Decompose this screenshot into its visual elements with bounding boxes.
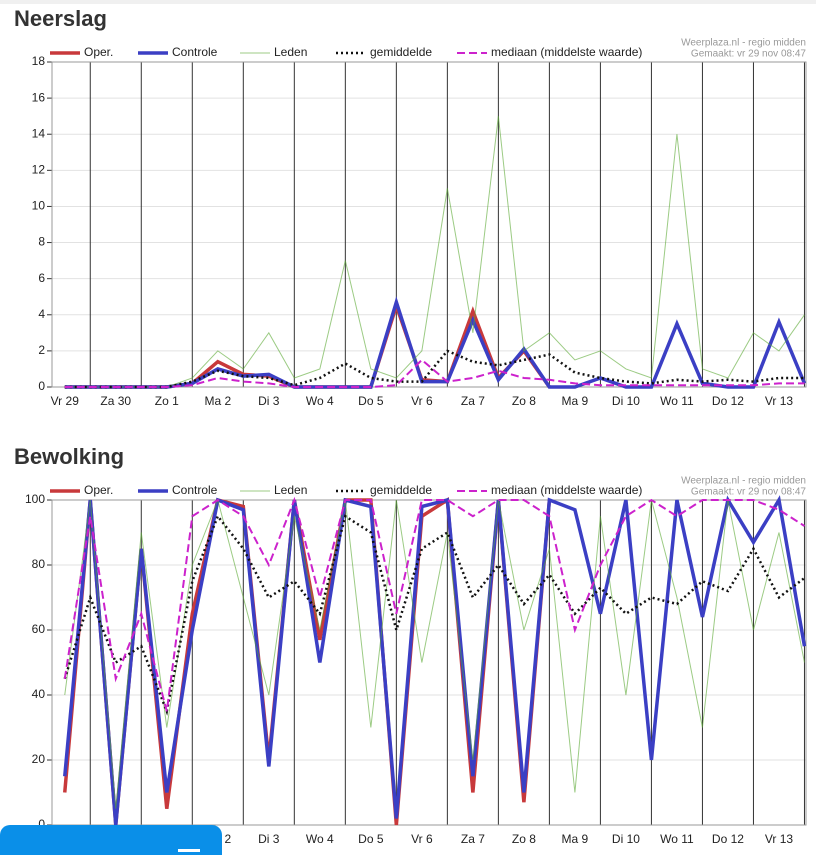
x-tick-label: Wo 11 xyxy=(660,394,694,408)
series-line xyxy=(64,116,805,388)
x-tick-label: Zo 8 xyxy=(512,394,536,408)
y-tick-label: 10 xyxy=(32,199,46,213)
legend-label: mediaan (middelste waarde) xyxy=(491,483,642,497)
top-edge xyxy=(0,0,816,4)
x-tick-label: Vr 13 xyxy=(765,832,794,846)
x-tick-label: Vr 13 xyxy=(765,394,794,408)
x-tick-label: Zo 8 xyxy=(512,832,536,846)
x-tick-label: Zo 1 xyxy=(155,394,179,408)
x-tick-label: Do 5 xyxy=(358,394,384,408)
legend-label: Leden xyxy=(274,45,307,59)
legend-label: Controle xyxy=(172,45,218,59)
source: Weerplaza.nl - regio midden xyxy=(681,476,806,487)
x-tick-label: Za 30 xyxy=(100,394,131,408)
y-tick-label: 2 xyxy=(38,343,45,357)
y-tick-label: 4 xyxy=(38,307,45,321)
plot-frame xyxy=(51,61,807,388)
x-tick-label: Di 10 xyxy=(612,394,640,408)
sheet-icon xyxy=(178,849,200,852)
x-tick-label: Wo 11 xyxy=(660,832,694,846)
x-tick-label: Di 10 xyxy=(612,832,640,846)
y-tick-label: 20 xyxy=(32,752,46,766)
x-tick-label: Wo 4 xyxy=(306,832,334,846)
series-line xyxy=(63,496,806,712)
series-line xyxy=(64,498,805,809)
made: Gemaakt: vr 29 nov 08:47 xyxy=(691,49,807,60)
x-tick-label: Do 12 xyxy=(712,832,744,846)
y-tick-label: 14 xyxy=(32,126,46,140)
y-tick-label: 100 xyxy=(25,492,45,506)
x-tick-label: Ma 9 xyxy=(562,394,589,408)
x-tick-label: Vr 6 xyxy=(411,832,433,846)
x-tick-label: Do 12 xyxy=(712,394,744,408)
x-tick-label: Wo 4 xyxy=(306,394,334,408)
series-line xyxy=(64,296,807,389)
x-tick-label: Za 7 xyxy=(461,394,485,408)
x-tick-label: Di 3 xyxy=(258,832,280,846)
x-tick-label: Ma 9 xyxy=(562,832,589,846)
y-tick-label: 80 xyxy=(32,557,46,571)
sheet[interactable] xyxy=(0,825,222,860)
x-tick-label: Di 3 xyxy=(258,394,280,408)
chart-title: Neerslag xyxy=(14,6,107,31)
bottom-sheet[interactable] xyxy=(0,825,222,860)
made: Gemaakt: vr 29 nov 08:47 xyxy=(691,487,807,498)
legend-label: mediaan (middelste waarde) xyxy=(491,45,642,59)
x-tick-label: Ma 2 xyxy=(204,394,231,408)
y-tick-label: 40 xyxy=(32,687,46,701)
legend-label: Oper. xyxy=(84,483,113,497)
legend-label: Oper. xyxy=(84,45,113,59)
series-line xyxy=(64,349,805,389)
x-tick-label: Vr 29 xyxy=(51,394,80,408)
series-line xyxy=(63,513,806,716)
chart-precipitation: Neerslag Weerplaza.nl - regio middenGemaa… xyxy=(14,6,807,408)
legend-label: Controle xyxy=(172,483,218,497)
y-tick-label: 8 xyxy=(38,235,45,249)
x-tick-label: Vr 6 xyxy=(411,394,433,408)
legend-label: Leden xyxy=(274,483,307,497)
x-tick-label: Za 7 xyxy=(461,832,485,846)
y-tick-label: 0 xyxy=(38,379,45,393)
legend-label: gemiddelde xyxy=(370,483,432,497)
x-tick-label: Do 5 xyxy=(358,832,384,846)
series-line xyxy=(63,495,807,826)
y-tick-label: 12 xyxy=(32,163,46,177)
y-tick-label: 6 xyxy=(38,271,45,285)
chart-title: Bewolking xyxy=(14,444,124,469)
y-tick-label: 18 xyxy=(32,54,46,68)
y-tick-label: 0 xyxy=(38,817,45,831)
y-tick-label: 60 xyxy=(32,622,46,636)
y-tick-label: 16 xyxy=(32,90,46,104)
series-line xyxy=(64,358,805,388)
source: Weerplaza.nl - regio midden xyxy=(681,38,806,49)
legend-label: gemiddelde xyxy=(370,45,432,59)
